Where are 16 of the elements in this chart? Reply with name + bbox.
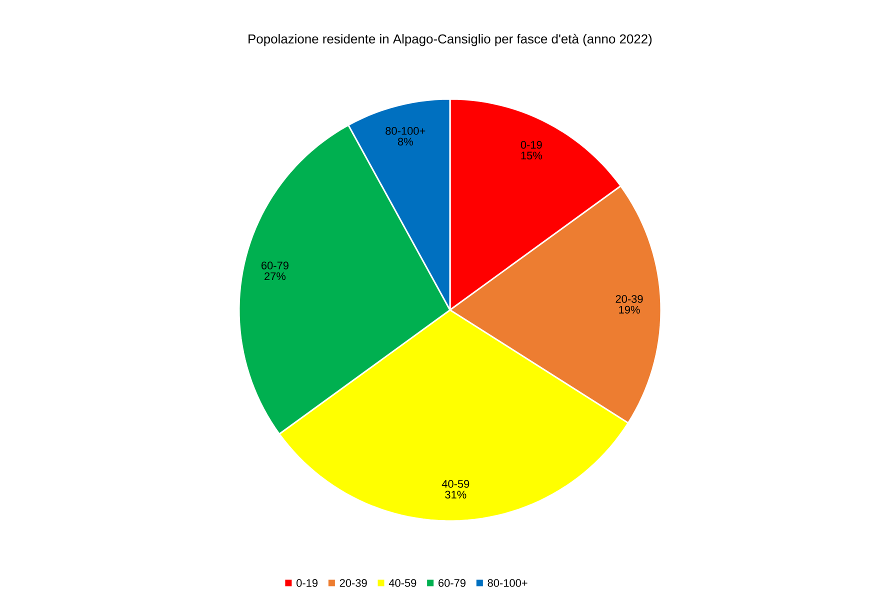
data-label: 8% [398,138,413,146]
slice-label: 80-100+ [386,127,426,135]
legend-label: 20-39 [340,579,367,587]
chart-title: Popolazione residente in Alpago-Cansiglio per fasce d'età (anno 2022) [248,34,652,46]
data-label: 19% [619,306,640,314]
slice-label: 40-59 [442,480,470,488]
legend-label: 0-19 [296,579,318,587]
data-label: 31% [445,490,466,499]
legend-label: 40-59 [388,579,416,587]
legend-label: 60-79 [438,579,466,587]
data-label: 27% [264,272,286,280]
legend-label: 80-100+ [488,579,528,587]
slice-label: 20-39 [616,295,643,303]
slice-label: 0-19 [520,140,542,149]
slice-label: 60-79 [262,262,288,270]
data-label: 15% [521,152,542,160]
